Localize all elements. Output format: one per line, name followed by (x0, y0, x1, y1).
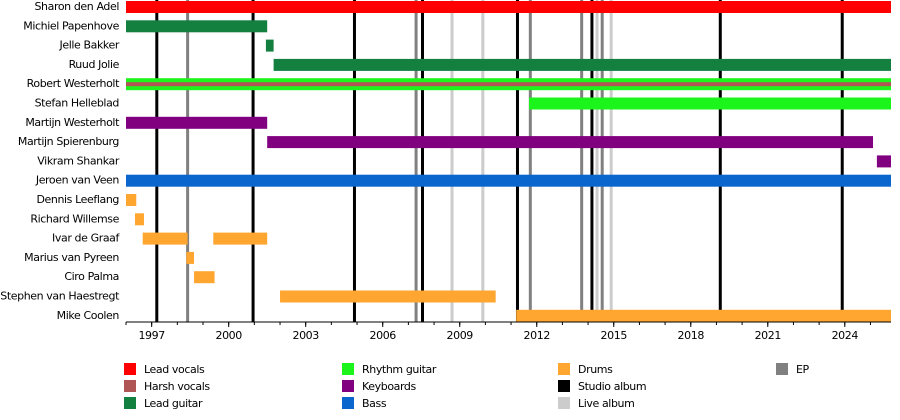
legend-swatch (342, 363, 354, 375)
member-label: Sharon den Adel (34, 0, 119, 13)
tenure-bar (134, 213, 144, 226)
tenure-bar (213, 232, 268, 245)
x-tick-label: 1997 (138, 329, 165, 342)
legend-swatch (776, 363, 788, 375)
legend-label: Lead guitar (144, 397, 203, 410)
member-label: Jelle Bakker (58, 39, 119, 52)
legend-label: EP (796, 363, 810, 376)
x-tick-label: 2018 (678, 329, 705, 342)
legend-swatch (124, 363, 136, 375)
legend-swatch (124, 380, 136, 392)
tenure-bar (529, 97, 891, 110)
member-label: Robert Westerholt (27, 77, 120, 90)
legend-label: Harsh vocals (144, 380, 210, 393)
legend-label: Bass (362, 397, 387, 410)
tenure-bar (265, 39, 274, 52)
member-label: Michiel Papenhove (23, 19, 119, 32)
member-label: Dennis Leeflang (36, 193, 119, 206)
x-tick-label: 2021 (755, 329, 781, 342)
x-tick-label: 2000 (215, 329, 242, 342)
legend-swatch (342, 397, 354, 409)
member-label: Stefan Helleblad (35, 97, 119, 110)
legend-swatch (342, 380, 354, 392)
member-label: Martijn Westerholt (25, 116, 120, 129)
legend-label: Rhythm guitar (362, 363, 437, 376)
legend-swatch (558, 380, 570, 392)
tenure-bar (876, 155, 891, 168)
tenure-bar (280, 290, 496, 303)
legend-label: Drums (578, 363, 613, 376)
tenure-bar (142, 232, 188, 245)
x-tick-label: 2024 (832, 329, 859, 342)
tenure-bar (126, 194, 137, 206)
legend-label: Keyboards (362, 380, 417, 393)
member-label: Jeroen van Veen (35, 174, 120, 187)
member-label: Marius van Pyreen (24, 251, 119, 264)
member-label: Richard Willemse (30, 212, 119, 225)
legend-label: Lead vocals (144, 363, 205, 376)
legend-label: Studio album (578, 380, 646, 393)
legend-swatch (124, 397, 136, 409)
tenure-bar (126, 20, 268, 33)
member-label: Stephen van Haestregt (0, 290, 120, 303)
tenure-bar (126, 82, 891, 87)
legend-swatch (558, 363, 570, 375)
legend-label: Live album (578, 397, 634, 410)
member-label: Mike Coolen (57, 309, 120, 322)
x-tick-label: 2015 (601, 329, 628, 342)
tenure-bar (516, 309, 891, 322)
tenure-bar (126, 116, 268, 129)
member-label: Martijn Spierenburg (18, 135, 119, 148)
x-tick-label: 2009 (447, 329, 474, 342)
tenure-bar (267, 136, 874, 149)
tenure-bar (194, 271, 215, 284)
member-label: Ruud Jolie (69, 58, 120, 71)
tenure-bar (126, 174, 891, 187)
x-tick-label: 2003 (292, 329, 319, 342)
x-tick-label: 2012 (524, 329, 550, 342)
member-label: Ivar de Graaf (52, 232, 120, 245)
tenure-bar (126, 1, 891, 13)
x-tick-label: 2006 (370, 329, 397, 342)
member-label: Ciro Palma (64, 270, 119, 283)
legend-swatch (558, 397, 570, 409)
member-label: Vikram Shankar (37, 154, 120, 167)
tenure-bar (186, 251, 195, 264)
tenure-bar (273, 58, 891, 71)
